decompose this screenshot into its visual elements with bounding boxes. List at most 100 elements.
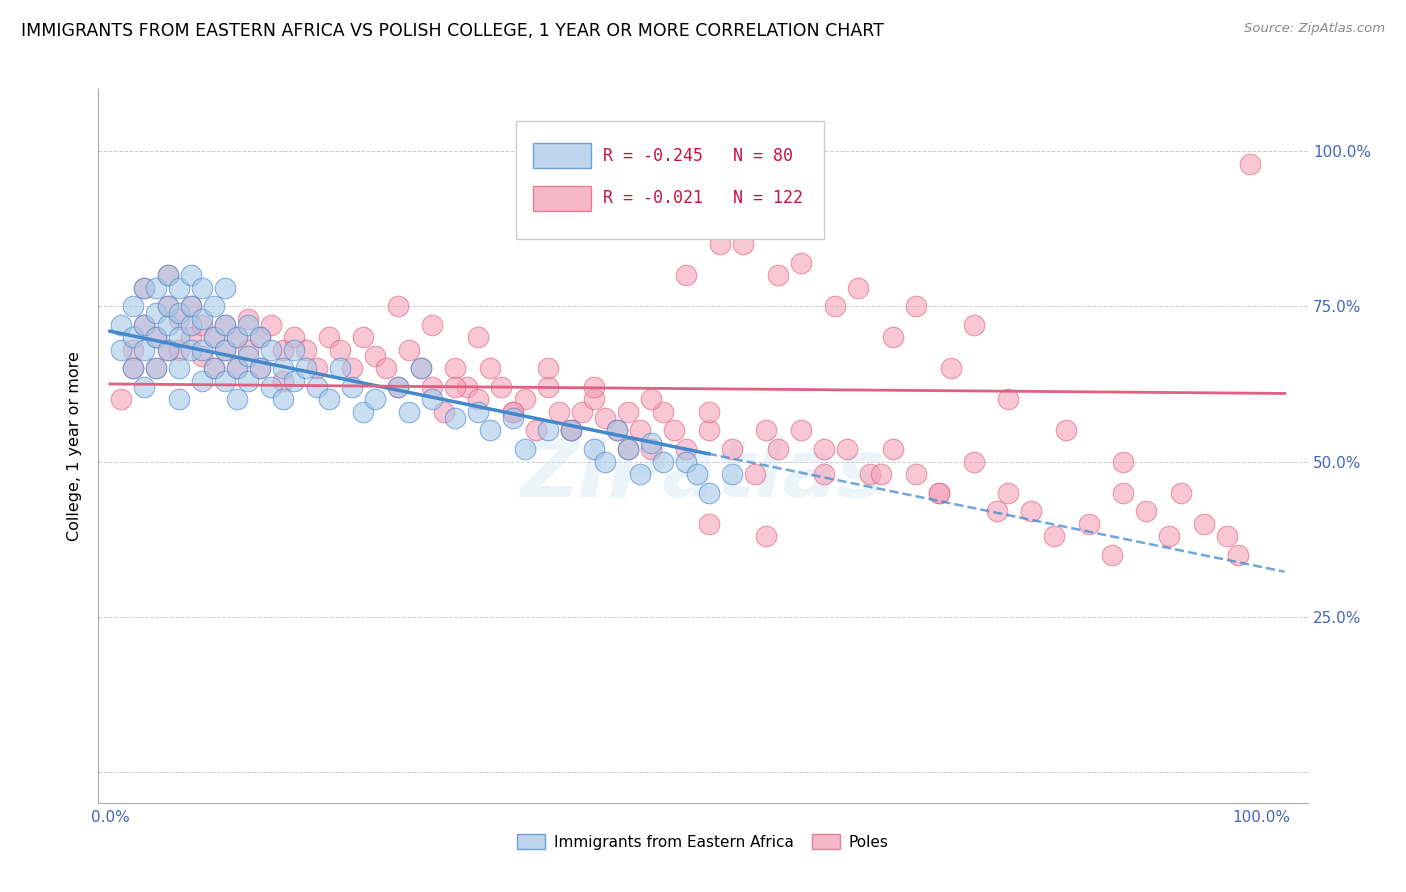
Point	[606, 424, 628, 438]
Point	[180, 318, 202, 332]
Text: Source: ZipAtlas.com: Source: ZipAtlas.com	[1244, 22, 1385, 36]
Point	[191, 349, 214, 363]
Point	[790, 256, 813, 270]
Point	[134, 281, 156, 295]
Point	[651, 405, 673, 419]
Point	[145, 361, 167, 376]
Point	[628, 424, 651, 438]
Point	[617, 405, 640, 419]
Point	[364, 392, 387, 407]
Point	[387, 299, 409, 313]
Point	[307, 380, 329, 394]
Point	[156, 268, 179, 283]
Point	[156, 343, 179, 357]
Point	[167, 330, 190, 344]
Point	[524, 424, 547, 438]
Point	[882, 330, 904, 344]
Point	[122, 361, 145, 376]
Point	[1101, 548, 1123, 562]
Point	[236, 343, 259, 357]
Point	[225, 330, 247, 344]
Point	[202, 361, 225, 376]
Point	[422, 380, 444, 394]
Point	[156, 318, 179, 332]
Point	[686, 467, 709, 481]
Point	[997, 392, 1019, 407]
Point	[1077, 516, 1099, 531]
Point	[340, 380, 363, 394]
Point	[1216, 529, 1239, 543]
Point	[122, 343, 145, 357]
Point	[409, 361, 432, 376]
Point	[122, 361, 145, 376]
Point	[560, 424, 582, 438]
Point	[628, 467, 651, 481]
Point	[249, 330, 271, 344]
Point	[318, 392, 340, 407]
Point	[156, 343, 179, 357]
Point	[1192, 516, 1215, 531]
Point	[214, 374, 236, 388]
Point	[1054, 424, 1077, 438]
Point	[145, 330, 167, 344]
Point	[939, 361, 962, 376]
Point	[766, 268, 789, 283]
Point	[640, 392, 662, 407]
Point	[744, 467, 766, 481]
Point	[249, 361, 271, 376]
Point	[905, 467, 928, 481]
Point	[167, 305, 190, 319]
Point	[225, 361, 247, 376]
Point	[593, 454, 616, 468]
Point	[122, 299, 145, 313]
Point	[167, 361, 190, 376]
Point	[352, 405, 374, 419]
Point	[1227, 548, 1250, 562]
Point	[202, 330, 225, 344]
Point	[433, 405, 456, 419]
Point	[513, 392, 536, 407]
Point	[536, 380, 558, 394]
Point	[467, 405, 489, 419]
FancyBboxPatch shape	[533, 186, 591, 211]
Point	[444, 411, 467, 425]
Point	[271, 392, 294, 407]
Point	[697, 485, 720, 500]
Point	[225, 361, 247, 376]
Point	[122, 330, 145, 344]
Point	[225, 392, 247, 407]
Point	[191, 281, 214, 295]
Point	[1112, 454, 1135, 468]
Point	[260, 380, 283, 394]
Point	[444, 380, 467, 394]
Point	[997, 485, 1019, 500]
Point	[502, 405, 524, 419]
Point	[640, 436, 662, 450]
Point	[398, 405, 420, 419]
Point	[675, 442, 697, 456]
Point	[271, 361, 294, 376]
Point	[225, 330, 247, 344]
Point	[733, 237, 755, 252]
Point	[180, 299, 202, 313]
Point	[214, 343, 236, 357]
Point	[536, 361, 558, 376]
Point	[191, 311, 214, 326]
Point	[962, 454, 984, 468]
Point	[283, 343, 305, 357]
Point	[1019, 504, 1042, 518]
Point	[536, 424, 558, 438]
Point	[398, 343, 420, 357]
Point	[467, 392, 489, 407]
Point	[191, 318, 214, 332]
Point	[387, 380, 409, 394]
Point	[617, 442, 640, 456]
Point	[134, 318, 156, 332]
Point	[260, 343, 283, 357]
Point	[444, 361, 467, 376]
Point	[675, 268, 697, 283]
Point	[1112, 485, 1135, 500]
Point	[651, 454, 673, 468]
Point	[1239, 156, 1261, 170]
Point	[134, 343, 156, 357]
